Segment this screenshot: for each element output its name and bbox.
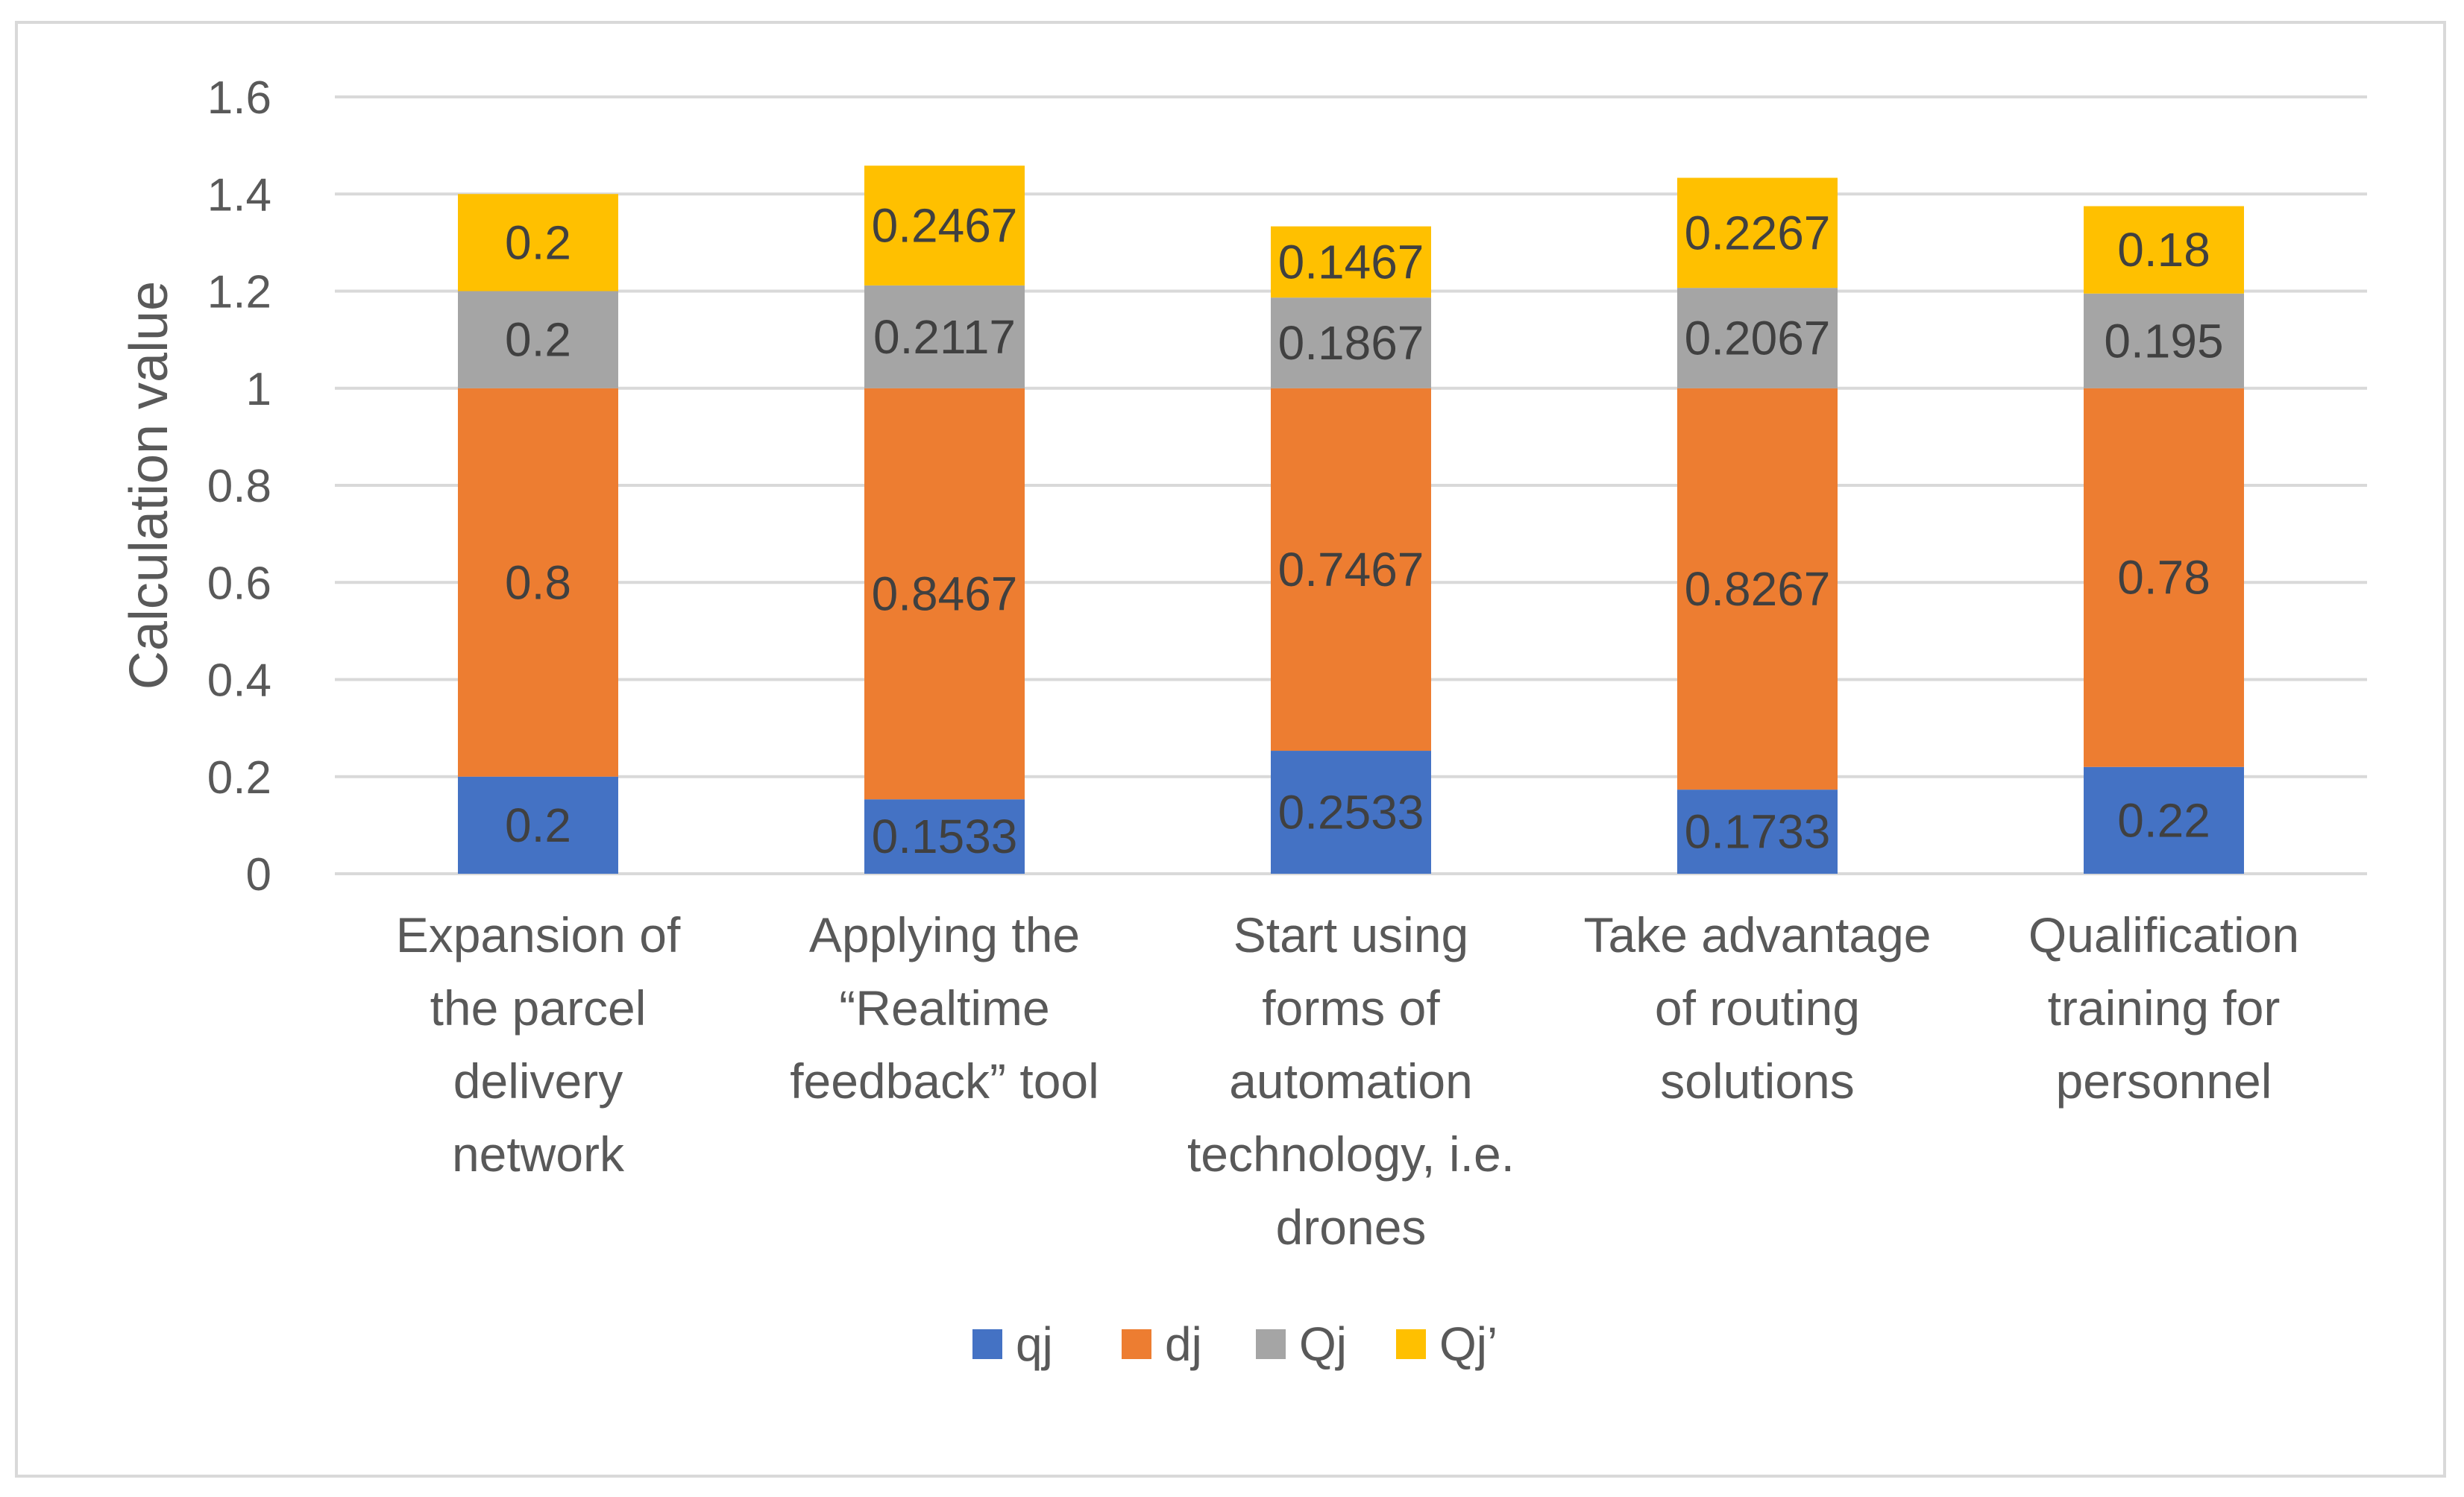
data-label: 0.1533 — [872, 810, 1018, 863]
category-label-line: Take advantage — [1583, 907, 1931, 962]
legend-label: dj — [1165, 1317, 1202, 1371]
data-label: 0.2467 — [872, 199, 1018, 253]
category-label: Start using forms of automation technology,… — [1187, 907, 1515, 1255]
data-label: 0.8467 — [872, 567, 1018, 620]
bar-segment-Qj — [458, 194, 618, 291]
y-axis-ticks: 0 0.2 0.4 0.6 0.8 1 1.2 1.4 1.6 — [207, 72, 271, 901]
bar-segment-Qj — [458, 291, 618, 388]
data-label: 0.8267 — [1685, 562, 1831, 616]
data-label: 0.2 — [505, 215, 571, 269]
category-label-line: of routing — [1655, 980, 1860, 1036]
data-label: 0.2117 — [873, 310, 1016, 364]
data-label: 0.7467 — [1278, 543, 1424, 596]
category-label-line: network — [452, 1126, 625, 1182]
category-label-line: solutions — [1660, 1053, 1855, 1109]
y-tick-label: 0.8 — [207, 461, 271, 512]
bar-segment-Qj — [2084, 206, 2244, 294]
category-label-line: the parcel — [430, 980, 647, 1036]
category-label-line: Qualification — [2028, 907, 2299, 962]
bar-segment-qj — [864, 799, 1025, 874]
legend-item: qj — [972, 1317, 1053, 1371]
bar-segment-qj — [2084, 766, 2244, 874]
data-label: 0.1867 — [1278, 316, 1424, 370]
y-tick-label: 0 — [246, 849, 271, 901]
category-label-line: technology, i.e. — [1187, 1126, 1515, 1182]
data-label: 0.2267 — [1685, 206, 1831, 259]
bar-segment-dj — [2084, 388, 2244, 767]
data-label: 0.2 — [505, 313, 571, 367]
bar-segment-Qj — [1271, 226, 1431, 298]
y-tick-label: 1.4 — [207, 169, 271, 221]
bar-segment-qj — [1271, 751, 1431, 874]
data-label: 0.22 — [2117, 793, 2210, 847]
legend: qj dj Qj Qj’ — [972, 1317, 1497, 1371]
category-label: Expansion of the parcel delivery network — [396, 907, 681, 1182]
chart-frame: 0.2 0.8 0.2 0.2 0.1533 0.8467 0.2117 0.2467 0.25… — [15, 21, 2446, 1478]
y-tick-label: 1 — [246, 364, 271, 415]
legend-item: dj — [1122, 1317, 1202, 1371]
legend-swatch — [1122, 1329, 1151, 1359]
y-tick-label: 0.4 — [207, 655, 271, 707]
category-label-line: Expansion of — [396, 907, 681, 962]
legend-label: qj — [1016, 1317, 1053, 1371]
y-tick-label: 0.2 — [207, 752, 271, 804]
y-axis-title: Calculation value — [119, 281, 179, 690]
category-label-line: forms of — [1262, 980, 1440, 1036]
y-tick-label: 1.2 — [207, 267, 271, 318]
y-tick-label: 1.6 — [207, 72, 271, 124]
bar-segment-Qj — [1677, 288, 1838, 388]
legend-swatch — [972, 1329, 1002, 1359]
bars — [458, 166, 2244, 874]
data-label: 0.78 — [2117, 551, 2210, 605]
legend-item: Qj — [1256, 1317, 1347, 1371]
data-label: 0.2 — [505, 798, 571, 852]
legend-swatch — [1396, 1329, 1426, 1359]
data-labels: 0.2 0.8 0.2 0.2 0.1533 0.8467 0.2117 0.2467 0.25… — [505, 199, 2224, 864]
data-label: 0.195 — [2104, 314, 2223, 368]
category-label-line: personnel — [2056, 1053, 2272, 1109]
category-label-line: feedback” tool — [790, 1053, 1099, 1109]
bar-segment-dj — [1271, 388, 1431, 751]
data-label: 0.1733 — [1685, 805, 1831, 859]
bar-segment-Qj — [864, 285, 1025, 388]
data-label: 0.2533 — [1278, 786, 1424, 839]
legend-item: Qj’ — [1396, 1317, 1497, 1371]
data-label: 0.2067 — [1685, 311, 1831, 365]
legend-swatch — [1256, 1329, 1286, 1359]
category-label: Take advantage of routing solutions — [1583, 907, 1931, 1109]
category-label-line: delivery — [453, 1053, 623, 1109]
bar-segment-Qj — [864, 166, 1025, 286]
category-label-line: automation — [1229, 1053, 1473, 1109]
bar-segment-qj — [1677, 790, 1838, 874]
bar-segment-dj — [864, 388, 1025, 800]
data-label: 0.8 — [505, 555, 571, 609]
category-label-line: Applying the — [809, 907, 1080, 962]
y-tick-label: 0.6 — [207, 558, 271, 609]
stacked-bar-chart: 0.2 0.8 0.2 0.2 0.1533 0.8467 0.2117 0.2467 0.25… — [119, 72, 2367, 1371]
category-label-line: training for — [2048, 980, 2281, 1036]
x-axis-categories: Expansion of the parcel delivery network App… — [396, 907, 2299, 1255]
legend-label: Qj’ — [1439, 1317, 1497, 1371]
category-label-line: drones — [1276, 1200, 1427, 1255]
category-label: Applying the “Realtime feedback” tool — [790, 907, 1099, 1109]
category-label-line: Start using — [1233, 907, 1469, 962]
data-label: 0.1467 — [1278, 235, 1424, 289]
bar-segment-dj — [1677, 388, 1838, 790]
bar-segment-qj — [458, 776, 618, 874]
category-label-line: “Realtime — [839, 980, 1049, 1036]
bar-segment-Qj — [1271, 297, 1431, 388]
data-label: 0.18 — [2117, 223, 2210, 277]
bar-segment-Qj — [1677, 177, 1838, 289]
bar-segment-dj — [458, 388, 618, 777]
bar-segment-Qj — [2084, 293, 2244, 388]
category-label: Qualification training for personnel — [2028, 907, 2299, 1109]
legend-label: Qj — [1299, 1317, 1347, 1371]
